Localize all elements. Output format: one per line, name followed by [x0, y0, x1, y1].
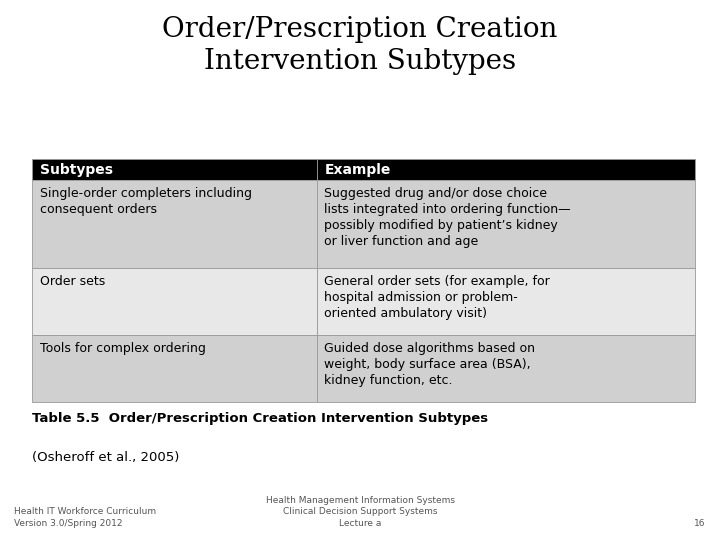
Text: 16: 16 — [694, 519, 706, 528]
Text: Order/Prescription Creation
Intervention Subtypes: Order/Prescription Creation Intervention… — [162, 16, 558, 76]
Bar — [32, 180, 318, 268]
Bar — [32, 159, 318, 180]
Bar — [318, 268, 695, 335]
Bar — [32, 268, 318, 335]
Text: Table 5.5  Order/Prescription Creation Intervention Subtypes: Table 5.5 Order/Prescription Creation In… — [32, 412, 489, 425]
Text: Guided dose algorithms based on
weight, body surface area (BSA),
kidney function: Guided dose algorithms based on weight, … — [325, 342, 536, 387]
Text: Subtypes: Subtypes — [40, 163, 112, 177]
Bar — [318, 180, 695, 268]
Text: Single-order completers including
consequent orders: Single-order completers including conseq… — [40, 187, 251, 215]
Text: Example: Example — [325, 163, 391, 177]
Text: Health Management Information Systems
Clinical Decision Support Systems
Lecture : Health Management Information Systems Cl… — [266, 496, 454, 528]
Text: Tools for complex ordering: Tools for complex ordering — [40, 342, 205, 355]
Bar — [318, 335, 695, 402]
Text: Order sets: Order sets — [40, 275, 105, 288]
Bar — [318, 159, 695, 180]
Text: (Osheroff et al., 2005): (Osheroff et al., 2005) — [32, 451, 180, 464]
Text: Suggested drug and/or dose choice
lists integrated into ordering function—
possi: Suggested drug and/or dose choice lists … — [325, 187, 571, 248]
Text: General order sets (for example, for
hospital admission or problem-
oriented amb: General order sets (for example, for hos… — [325, 275, 550, 320]
Text: Health IT Workforce Curriculum
Version 3.0/Spring 2012: Health IT Workforce Curriculum Version 3… — [14, 507, 156, 528]
Bar — [32, 335, 318, 402]
